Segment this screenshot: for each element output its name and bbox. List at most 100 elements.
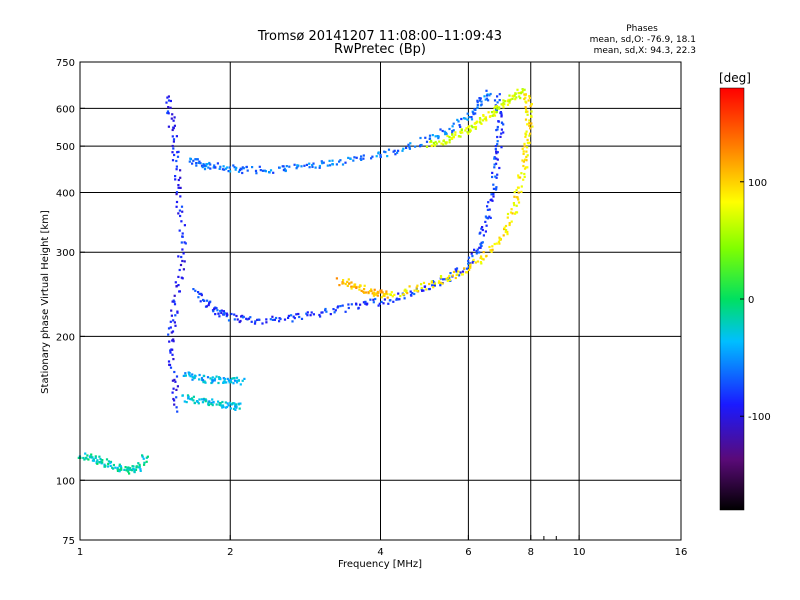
data-point xyxy=(193,374,197,377)
data-point xyxy=(138,463,141,466)
data-point xyxy=(492,195,495,198)
data-point xyxy=(297,312,300,316)
data-point xyxy=(184,374,187,377)
data-point xyxy=(77,456,80,459)
data-point xyxy=(199,162,202,165)
data-point xyxy=(392,300,395,303)
data-point xyxy=(480,122,483,125)
data-point xyxy=(422,281,426,284)
data-point xyxy=(218,403,221,406)
data-point xyxy=(218,167,221,170)
data-point xyxy=(382,294,385,297)
data-point xyxy=(461,273,464,276)
data-point xyxy=(352,285,355,288)
data-point xyxy=(472,111,475,114)
data-point xyxy=(375,155,378,158)
data-point xyxy=(503,103,506,106)
data-point xyxy=(462,117,466,120)
data-point xyxy=(433,144,437,147)
data-point xyxy=(488,215,491,218)
data-point xyxy=(521,91,524,94)
data-point xyxy=(171,113,174,116)
data-point xyxy=(408,147,411,150)
data-point xyxy=(145,456,148,459)
data-point xyxy=(217,381,220,385)
data-point xyxy=(200,377,204,380)
y-tick-label: 100 xyxy=(56,476,75,487)
data-point xyxy=(220,311,223,315)
data-point xyxy=(233,402,236,405)
data-point xyxy=(528,122,531,125)
data-point xyxy=(233,379,237,382)
data-point xyxy=(212,400,215,404)
data-point xyxy=(218,315,221,318)
data-point xyxy=(466,112,469,115)
data-point xyxy=(481,257,484,260)
data-point xyxy=(495,162,498,165)
data-point xyxy=(213,164,216,167)
data-point xyxy=(171,128,174,132)
data-point xyxy=(516,88,519,91)
data-point xyxy=(493,242,496,246)
data-point xyxy=(504,224,508,228)
data-point xyxy=(493,163,496,166)
data-point xyxy=(523,142,526,145)
data-point xyxy=(196,400,199,403)
data-point xyxy=(519,176,522,179)
data-point xyxy=(503,226,506,229)
data-point xyxy=(507,98,510,101)
data-point xyxy=(170,117,173,120)
data-point xyxy=(196,158,199,161)
data-point xyxy=(309,314,312,317)
data-point xyxy=(295,167,298,170)
data-point xyxy=(170,348,173,351)
data-point xyxy=(222,380,225,383)
data-point xyxy=(181,394,184,397)
data-point xyxy=(405,146,408,149)
data-point xyxy=(485,224,488,227)
data-point xyxy=(479,97,482,100)
data-point xyxy=(371,155,374,158)
data-point xyxy=(425,145,429,148)
data-point xyxy=(211,376,214,379)
data-point xyxy=(355,156,358,159)
data-point xyxy=(526,110,529,113)
data-point xyxy=(430,144,433,148)
data-point xyxy=(481,226,484,229)
data-point xyxy=(176,151,179,154)
data-point xyxy=(180,220,183,223)
data-point xyxy=(125,469,128,472)
data-point xyxy=(419,144,422,148)
data-point xyxy=(513,191,516,194)
data-point xyxy=(271,315,274,318)
data-point xyxy=(503,100,506,103)
data-point xyxy=(486,217,490,220)
data-point xyxy=(237,379,240,382)
data-point xyxy=(319,315,322,318)
data-point xyxy=(497,120,500,123)
data-point xyxy=(401,149,404,152)
data-point xyxy=(208,161,211,165)
data-point xyxy=(246,169,249,172)
data-point xyxy=(488,245,491,249)
data-point xyxy=(474,112,477,115)
data-point xyxy=(515,204,518,207)
data-point xyxy=(517,176,520,179)
data-point xyxy=(438,140,441,143)
data-point xyxy=(234,408,237,411)
data-point xyxy=(116,469,120,472)
data-point xyxy=(229,401,232,404)
data-point xyxy=(206,376,210,379)
data-point xyxy=(172,140,175,143)
data-point xyxy=(175,159,178,163)
data-point xyxy=(526,154,529,157)
data-point xyxy=(517,201,521,204)
data-point xyxy=(87,458,90,461)
data-point xyxy=(175,165,178,168)
data-point xyxy=(467,132,470,135)
data-point xyxy=(229,378,232,382)
data-point xyxy=(251,166,254,169)
data-point xyxy=(495,150,498,153)
data-point xyxy=(434,135,437,138)
data-point xyxy=(198,292,201,295)
